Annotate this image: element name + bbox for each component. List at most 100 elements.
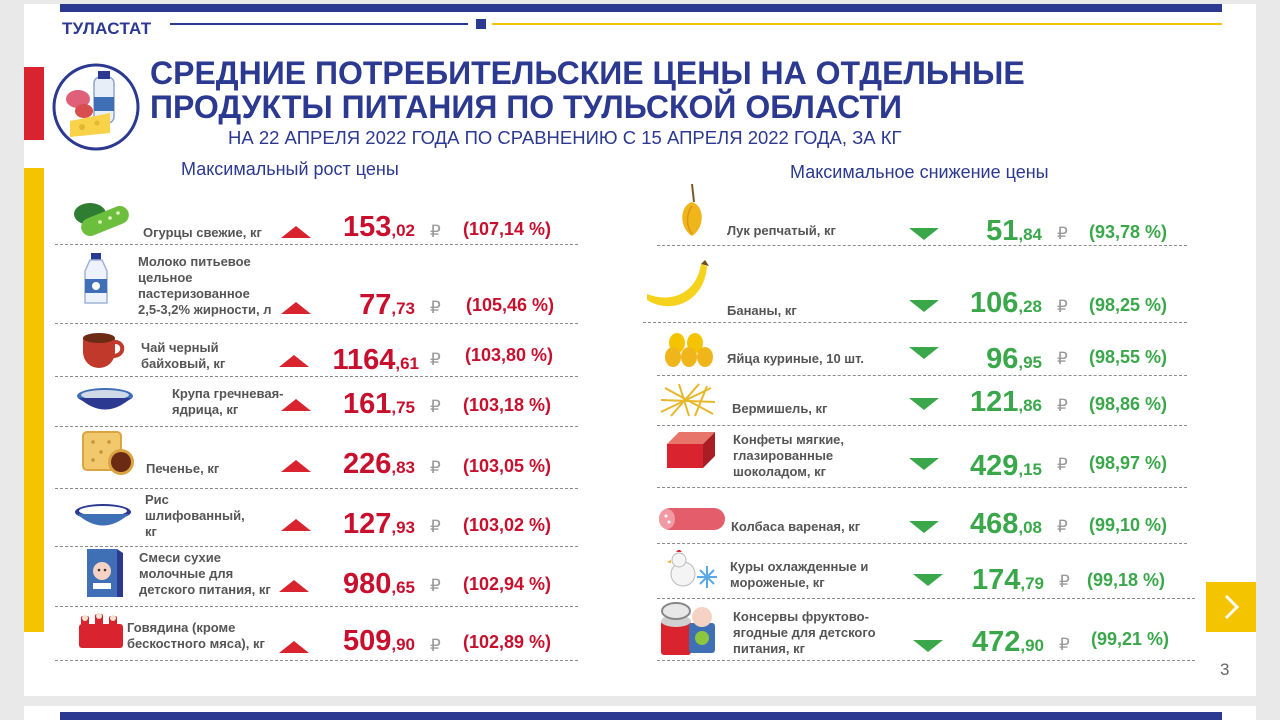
item-label: Консервы фруктово-ягодные для детского п… [733,609,876,656]
price-index: (102,89 %) [463,632,552,652]
buckwheat-bowl-icon [77,388,133,410]
item-label: Смеси сухие молочные для детского питани… [139,550,271,597]
increase-row-rice: Рис шлифованный, кг 127,93 ₽ (103,02 %) [55,489,578,547]
ruble-sign: ₽ [430,458,441,477]
price-value: 174,79 [971,564,1044,596]
increase-arrow-icon [281,302,311,314]
tea-cup-icon [83,333,125,368]
increase-row-baby-formula: Смеси сухие молочные для детского питани… [55,547,578,607]
next-slide-button[interactable] [1206,582,1256,632]
ruble-sign: ₽ [1059,635,1070,654]
ruble-sign: ₽ [1057,517,1068,536]
item-label: Рис шлифованный, кг [145,492,245,539]
groceries-icon [52,63,140,151]
decrease-row-baby-puree: Консервы фруктово-ягодные для детского п… [657,599,1195,661]
decrease-row-sausage: Колбаса вареная, кг 468,08 ₽ (99,10 %) [657,488,1187,544]
decrease-arrow-icon [909,521,939,533]
milk-bottle-icon [84,253,108,304]
price-value: 127,93 [342,508,415,540]
item-label: Лук репчатый, кг [727,223,836,238]
price-value: 96,95 [986,343,1042,375]
page-title-line-1: СРЕДНИЕ ПОТРЕБИТЕЛЬСКИЕ ЦЕНЫ НА ОТДЕЛЬНЫ… [150,55,1025,91]
price-value: 121,86 [969,386,1042,418]
price-index: (98,55 %) [1089,347,1168,367]
decrease-arrow-icon [909,300,939,312]
item-label: Печенье, кг [146,461,220,476]
ruble-sign: ₽ [1057,396,1068,415]
ruble-sign: ₽ [430,636,441,655]
next-slide-top-bar [60,712,1222,720]
price-index: (103,02 %) [463,515,552,535]
increase-row-buckwheat: Крупа гречневая-ядрица, кг 161,75 ₽ (103… [55,377,578,427]
price-value: 106,28 [969,287,1042,319]
item-label: Куры охлажденные и мороженые, кг [730,559,869,590]
increase-arrow-icon [279,641,309,653]
price-value: 980,65 [342,568,415,600]
price-index: (103,18 %) [463,395,552,415]
price-value: 1164,61 [332,344,419,376]
decrease-arrow-icon [909,398,939,410]
ruble-sign: ₽ [1057,455,1068,474]
page-title-line-2: ПРОДУКТЫ ПИТАНИЯ ПО ТУЛЬСКОЙ ОБЛАСТИ [150,89,903,125]
price-value: 161,75 [342,388,415,420]
price-index: (102,94 %) [463,574,552,594]
item-label: Яйца куриные, 10 шт. [727,351,864,366]
cookies-icon [82,431,134,475]
decrease-row-banana: Бананы, кг 106,28 ₽ (98,25 %) [643,246,1187,323]
price-value: 429,15 [969,450,1042,482]
increase-arrow-icon [281,399,311,411]
candy-icon [667,432,715,468]
price-value: 77,73 [359,289,415,321]
increase-row-milk: Молоко питьевое цельное пастеризованное … [55,245,578,324]
ruble-sign: ₽ [1059,572,1070,591]
item-label: Конфеты мягкие, глазированные шоколадом,… [733,432,845,479]
increase-row-beef: Говядина (кроме бескостного мяса), кг 50… [55,607,578,661]
price-index: (107,14 %) [463,219,552,239]
price-index: (99,10 %) [1089,515,1168,535]
header-rule-blue [170,23,468,25]
slide [24,4,1256,696]
decrease-arrow-icon [913,574,943,586]
top-bar [60,4,1222,12]
decrease-row-eggs: Яйца куриные, 10 шт. 96,95 ₽ (98,55 %) [657,323,1187,376]
header-rule-yellow [492,23,1222,25]
item-label: Чай черный байховый, кг [141,340,226,371]
increase-arrow-icon [281,519,311,531]
price-index: (99,21 %) [1091,629,1170,649]
chevron-right-icon [1224,594,1240,620]
price-index: (103,80 %) [465,345,554,365]
price-index: (98,86 %) [1089,394,1168,414]
price-value: 509,90 [342,625,415,657]
baby-puree-can-icon [661,602,715,655]
page-title: СРЕДНИЕ ПОТРЕБИТЕЛЬСКИЕ ЦЕНЫ НА ОТДЕЛЬНЫ… [150,56,1150,124]
beef-icon [79,613,123,648]
item-label: Крупа гречневая-ядрица, кг [172,386,284,417]
decrease-arrow-icon [909,458,939,470]
increase-arrow-icon [281,460,311,472]
increase-row-tea: Чай черный байховый, кг 1164,61 ₽ (103,8… [55,324,578,377]
increase-arrow-icon [279,355,309,367]
yellow-accent-bar [24,168,44,632]
price-index: (98,25 %) [1089,295,1168,315]
ruble-sign: ₽ [430,298,441,317]
eggs-icon [665,333,713,367]
decrease-row-vermicelli: Вермишель, кг 121,86 ₽ (98,86 %) [657,376,1187,426]
rice-bowl-icon [75,504,131,526]
banana-icon [647,260,709,307]
cucumber-icon [74,203,129,236]
ruble-sign: ₽ [430,222,441,241]
page-subtitle: НА 22 АПРЕЛЯ 2022 ГОДА ПО СРАВНЕНИЮ С 15… [228,127,902,148]
left-section-heading: Максимальный рост цены [181,159,399,179]
red-accent-bar [24,67,44,140]
price-value: 472,90 [971,626,1044,658]
price-index: (103,05 %) [463,456,552,476]
ruble-sign: ₽ [430,576,441,595]
sausage-icon [659,508,725,530]
ruble-sign: ₽ [1057,297,1068,316]
decrease-row-chicken: Куры охлажденные и мороженые, кг 174,79 … [657,544,1195,599]
decrease-row-candy: Конфеты мягкие, глазированные шоколадом,… [657,426,1187,488]
decrease-row-onion: Лук репчатый, кг 51,84 ₽ (93,78 %) [657,180,1187,247]
item-label: Молоко питьевое цельное пастеризованное … [138,254,272,317]
decrease-arrow-icon [909,347,939,359]
price-value: 153,02 [342,211,415,243]
